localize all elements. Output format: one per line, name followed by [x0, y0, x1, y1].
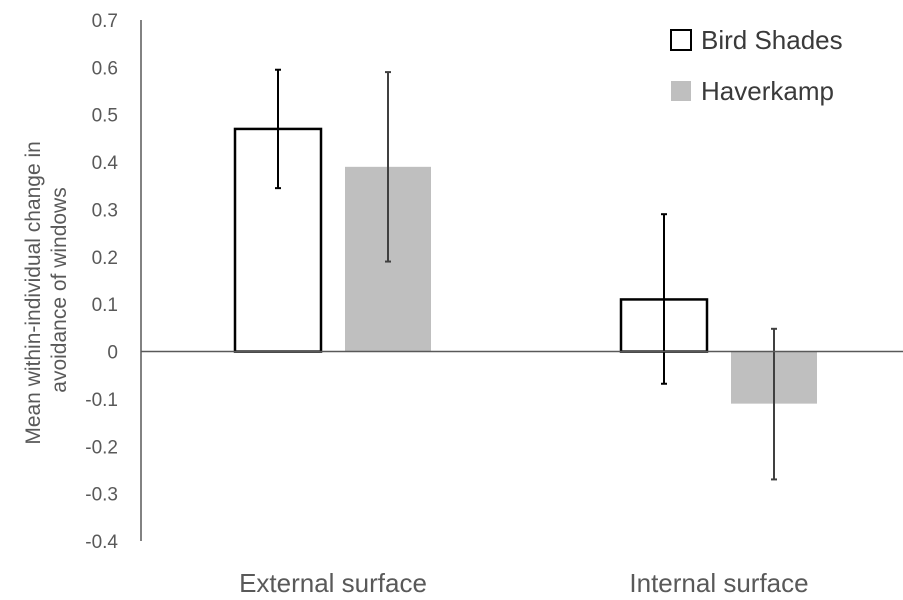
legend-swatch — [671, 81, 691, 101]
bars — [233, 127, 817, 404]
legend-label: Bird Shades — [701, 25, 843, 55]
legend-swatch — [670, 29, 692, 51]
y-tick-label: 0.5 — [92, 106, 118, 127]
y-tick-label: -0.4 — [85, 532, 118, 553]
legend: Bird Shades Haverkamp — [670, 25, 843, 106]
legend-label: Haverkamp — [701, 76, 834, 106]
y-tick-label: 0.4 — [92, 153, 119, 174]
error-bars — [275, 68, 777, 481]
y-axis-label: Mean within-individual change in avoidan… — [22, 135, 71, 444]
category-labels: External surface Internal surface — [239, 568, 809, 598]
y-tick-label: 0.6 — [92, 58, 118, 79]
y-tick-labels: 0.7 0.6 0.5 0.4 0.3 0.2 0.1 0 -0.1 -0.2 -0.3 -0.4 — [85, 11, 118, 553]
y-tick-label: -0.2 — [85, 437, 118, 458]
y-tick-label: 0.7 — [92, 11, 118, 32]
y-axis-label-line-1: Mean within-individual change in — [22, 141, 45, 445]
y-tick-label: 0.3 — [92, 200, 118, 221]
y-tick-label: -0.1 — [85, 390, 118, 411]
y-tick-label: 0 — [107, 343, 118, 364]
category-label: External surface — [239, 568, 427, 598]
y-tick-label: 0.2 — [92, 248, 118, 269]
y-axis-label-line-2: avoidance of windows — [48, 187, 71, 392]
category-label: Internal surface — [629, 568, 808, 598]
y-tick-label: -0.3 — [85, 485, 118, 506]
y-tick-label: 0.1 — [92, 295, 118, 316]
